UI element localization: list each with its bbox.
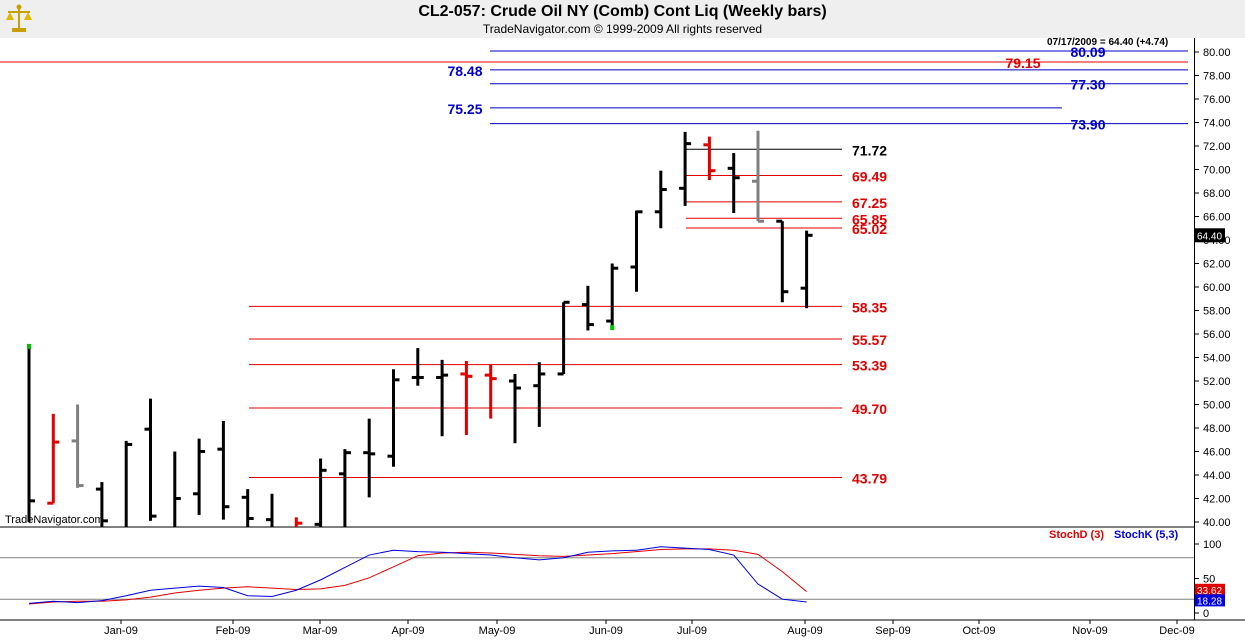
level-label: 49.70 (852, 401, 887, 417)
stoch-tick-label: 50 (1203, 574, 1215, 586)
y-tick-label: 58.00 (1203, 306, 1231, 318)
level-label: 78.48 (447, 63, 482, 79)
x-tick-label: Sep-09 (875, 625, 910, 637)
y-tick-label: 46.00 (1203, 447, 1231, 459)
last-price-label: 64.40 (1197, 231, 1222, 242)
chart-title: CL2-057: Crude Oil NY (Comb) Cont Liq (W… (418, 3, 827, 20)
x-tick-label: Aug-09 (787, 625, 822, 637)
x-tick-label: May-09 (479, 625, 516, 637)
y-tick-label: 76.00 (1203, 94, 1231, 106)
y-tick-label: 68.00 (1203, 188, 1231, 200)
level-label: 69.49 (852, 168, 887, 184)
legend-stoch-d: StochD (3) (1049, 529, 1104, 541)
y-tick-label: 72.00 (1203, 141, 1231, 153)
stoch-tick-label: 100 (1203, 539, 1221, 551)
x-tick-label: Apr-09 (391, 625, 424, 637)
level-label: 53.39 (852, 358, 887, 374)
level-label: 71.72 (852, 142, 887, 158)
y-tick-label: 60.00 (1203, 282, 1231, 294)
level-label: 80.09 (1070, 44, 1105, 60)
y-tick-label: 62.00 (1203, 259, 1231, 271)
level-label: 65.02 (852, 221, 887, 237)
y-tick-label: 54.00 (1203, 353, 1231, 365)
y-tick-label: 44.00 (1203, 470, 1231, 482)
chart-header (0, 0, 1245, 38)
x-tick-label: Mar-09 (303, 625, 338, 637)
y-tick-label: 50.00 (1203, 400, 1231, 412)
stoch-last-box (1195, 583, 1225, 596)
x-tick-label: Feb-09 (216, 625, 251, 637)
x-tick-label: Oct-09 (962, 625, 995, 637)
level-label: 67.25 (852, 195, 887, 211)
level-label: 75.25 (447, 101, 482, 117)
stoch-last-label: 18.28 (1197, 596, 1222, 607)
price-panel (0, 50, 1188, 527)
signal-marker (27, 343, 31, 349)
level-label: 65.85 (852, 211, 887, 227)
stoch-series-line (28, 546, 807, 604)
signal-marker (610, 325, 615, 331)
stoch-last-label: 33.62 (1197, 586, 1222, 597)
last-bar-stamp: 07/17/2009 = 64.40 (+4.74) (1047, 37, 1169, 48)
y-tick-label: 70.00 (1203, 165, 1231, 177)
last-price-box (1195, 228, 1225, 243)
x-tick-label: Dec-09 (1159, 625, 1194, 637)
level-label: 73.90 (1070, 117, 1105, 133)
level-label: 55.57 (852, 332, 887, 348)
y-tick-label: 66.00 (1203, 212, 1231, 224)
y-tick-label: 48.00 (1203, 423, 1231, 435)
y-tick-label: 40.00 (1203, 517, 1231, 529)
y-tick-label: 42.00 (1203, 494, 1231, 506)
stoch-series-line (28, 548, 807, 605)
y-tick-label: 80.00 (1203, 47, 1231, 59)
stoch-tick-label: 0 (1203, 608, 1209, 620)
copyright-text: TradeNavigator.com © 1999-2009 All right… (482, 22, 763, 36)
scales-logo-icon (6, 4, 32, 32)
y-tick-label: 74.00 (1203, 118, 1231, 130)
y-tick-label: 56.00 (1203, 329, 1231, 341)
level-label: 77.30 (1070, 77, 1105, 93)
x-tick-label: Nov-09 (1072, 625, 1107, 637)
y-tick-label: 52.00 (1203, 376, 1231, 388)
level-label: 43.79 (852, 470, 887, 486)
stoch-last-box (1195, 594, 1225, 607)
x-tick-label: Jun-09 (589, 625, 623, 637)
legend-stoch-k: StochK (5,3) (1114, 529, 1179, 541)
x-tick-label: Jan-09 (104, 625, 138, 637)
level-label: 79.15 (1005, 55, 1040, 71)
level-label: 58.35 (852, 299, 887, 315)
x-tick-label: Jul-09 (677, 625, 707, 637)
y-tick-label: 78.00 (1203, 71, 1231, 83)
